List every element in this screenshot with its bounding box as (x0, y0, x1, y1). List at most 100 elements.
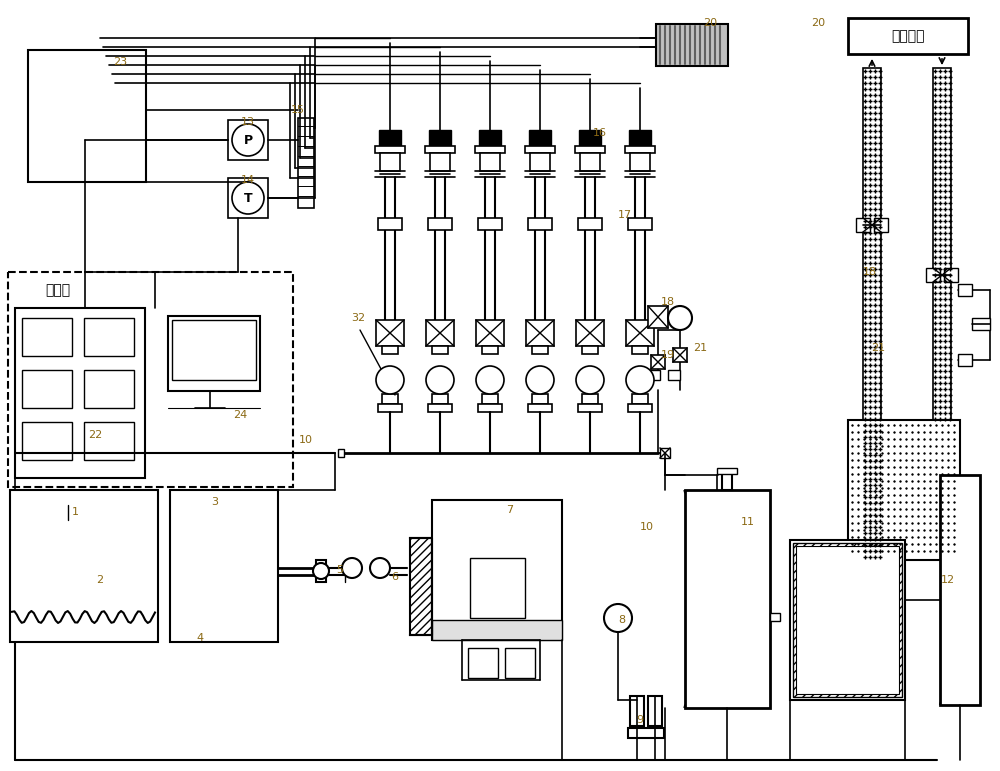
Text: 32: 32 (351, 313, 365, 323)
Bar (482, 394, 498, 404)
Text: 12: 12 (941, 575, 955, 585)
Bar (376, 320, 404, 346)
Bar (628, 404, 652, 412)
Bar (428, 404, 452, 412)
Bar (410, 538, 432, 635)
Circle shape (342, 558, 362, 578)
Bar (532, 346, 548, 354)
Bar (380, 153, 400, 171)
Bar (479, 130, 501, 146)
Bar (685, 490, 770, 708)
Bar (478, 404, 502, 412)
Text: 23: 23 (113, 57, 127, 67)
Bar (382, 346, 398, 354)
Circle shape (426, 366, 454, 394)
Text: 7: 7 (506, 505, 514, 515)
Bar (856, 218, 870, 232)
Bar (528, 404, 552, 412)
Circle shape (232, 124, 264, 156)
Bar (432, 394, 448, 404)
Text: 18: 18 (661, 297, 675, 307)
Bar (84, 422, 134, 460)
Bar (648, 370, 660, 380)
Bar (648, 306, 668, 328)
Bar (425, 146, 455, 153)
Bar (632, 346, 648, 354)
Bar (790, 540, 905, 700)
Bar (530, 153, 550, 171)
Bar (972, 318, 990, 330)
Bar (532, 394, 548, 404)
Bar (848, 18, 968, 54)
Bar (379, 130, 401, 146)
Text: 10: 10 (299, 435, 313, 445)
Circle shape (376, 366, 404, 394)
Text: T: T (244, 191, 252, 204)
Bar (848, 420, 960, 560)
Text: 22: 22 (88, 430, 102, 440)
Bar (505, 648, 535, 678)
Text: 21: 21 (871, 343, 885, 353)
Circle shape (526, 366, 554, 394)
Text: 15: 15 (291, 105, 305, 115)
Bar (578, 404, 602, 412)
Text: 21: 21 (693, 343, 707, 353)
Text: 2: 2 (96, 575, 104, 585)
Bar (298, 118, 314, 208)
Bar (228, 178, 268, 218)
Bar (478, 218, 502, 230)
Bar (630, 696, 644, 726)
Bar (22, 318, 72, 356)
Bar (426, 320, 454, 346)
Bar (958, 284, 972, 296)
Bar (926, 268, 940, 282)
Bar (480, 153, 500, 171)
Bar (863, 68, 881, 560)
Bar (15, 308, 145, 478)
Bar (10, 490, 158, 642)
Bar (476, 320, 504, 346)
Text: 10: 10 (640, 522, 654, 532)
Text: 19: 19 (661, 350, 675, 360)
Text: 9: 9 (636, 715, 644, 725)
Bar (428, 218, 452, 230)
Bar (170, 490, 278, 642)
Bar (432, 620, 562, 640)
Text: 11: 11 (741, 517, 755, 527)
Text: 20: 20 (703, 18, 717, 28)
Bar (717, 468, 737, 474)
Bar (429, 130, 451, 146)
Text: 18: 18 (863, 267, 877, 277)
Bar (660, 448, 670, 458)
Text: 1: 1 (72, 507, 78, 517)
Circle shape (313, 563, 329, 579)
Text: 8: 8 (618, 615, 626, 625)
Bar (529, 130, 551, 146)
Bar (576, 320, 604, 346)
Bar (525, 146, 555, 153)
Bar (22, 422, 72, 460)
Bar (626, 320, 654, 346)
Bar (628, 218, 652, 230)
Bar (580, 153, 600, 171)
Bar (796, 546, 899, 694)
Circle shape (668, 306, 692, 330)
Bar (468, 648, 498, 678)
Bar (482, 346, 498, 354)
Text: 3: 3 (212, 497, 218, 507)
Text: 冷却水塔: 冷却水塔 (891, 29, 925, 43)
Bar (378, 218, 402, 230)
Bar (475, 146, 505, 153)
Bar (629, 130, 651, 146)
Bar (579, 130, 601, 146)
Bar (470, 558, 525, 618)
Bar (338, 449, 344, 457)
Bar (630, 153, 650, 171)
Text: 6: 6 (392, 572, 398, 582)
Bar (84, 318, 134, 356)
Bar (628, 728, 664, 738)
Bar (933, 68, 951, 420)
Text: 控制室: 控制室 (45, 283, 71, 297)
Bar (526, 320, 554, 346)
Bar (528, 218, 552, 230)
